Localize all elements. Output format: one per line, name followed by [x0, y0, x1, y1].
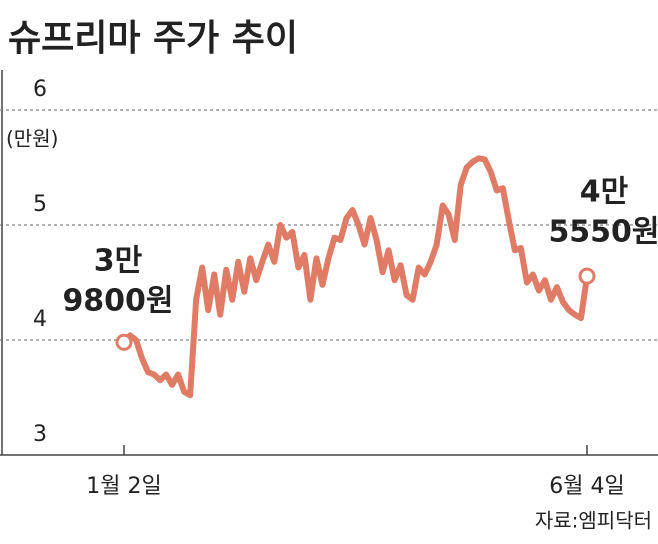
- end-marker: [578, 267, 596, 285]
- x-tick-label: 6월 4일: [549, 474, 624, 499]
- x-tick-label: 1월 2일: [86, 474, 161, 499]
- y-unit: (만원): [6, 127, 58, 151]
- price-line: [121, 155, 590, 399]
- annotation: 3만: [94, 244, 143, 279]
- y-tick-label: 6: [33, 77, 47, 102]
- source: 자료:엠피닥터: [535, 509, 652, 533]
- annotation: 4만: [580, 175, 629, 210]
- annotation: 5550원: [548, 215, 658, 250]
- y-tick-label: 3: [33, 422, 47, 447]
- y-tick-label: 4: [33, 307, 47, 332]
- chart-title: 슈프리마 주가 추이: [8, 18, 298, 59]
- end-marker: [115, 333, 133, 351]
- annotation: 9800원: [62, 284, 173, 319]
- y-tick-label: 5: [33, 192, 47, 217]
